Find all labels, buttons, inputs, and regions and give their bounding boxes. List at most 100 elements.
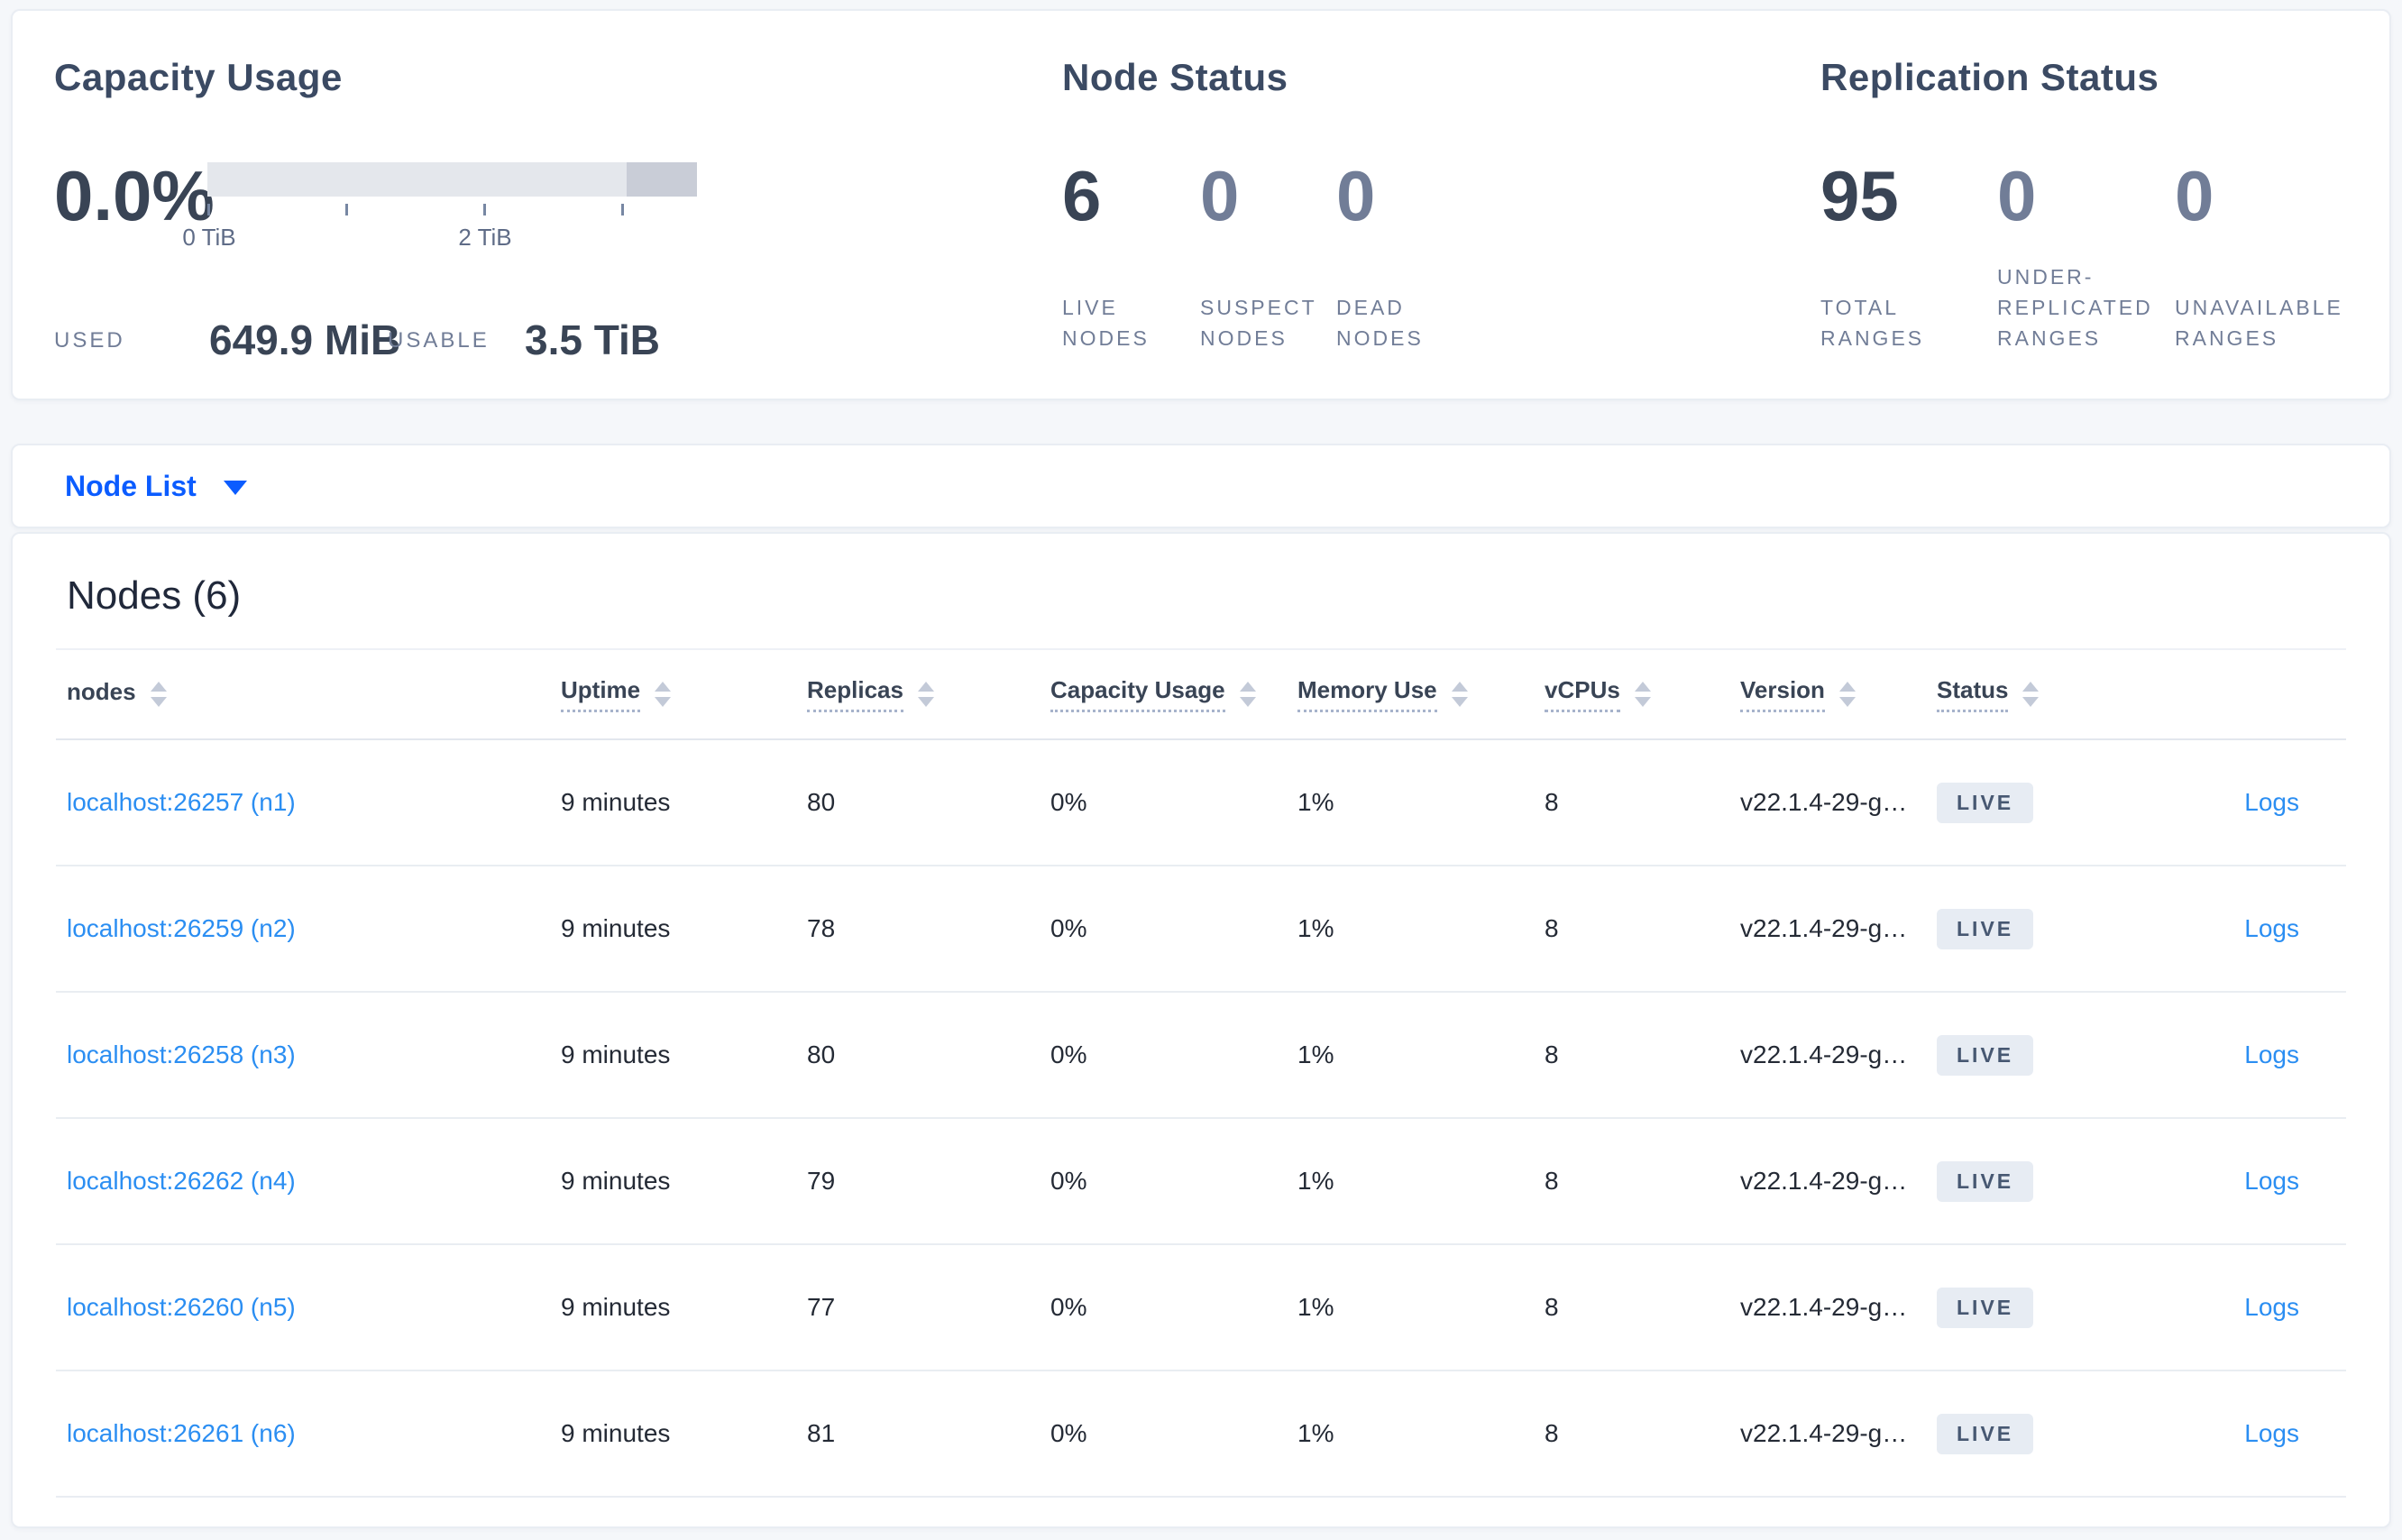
node-link[interactable]: localhost:26260 (n5) [67, 1293, 296, 1321]
nodes-table-card: Nodes (6) nodes Uptime Replicas Capacity… [11, 532, 2391, 1528]
uptime-cell: 9 minutes [561, 1293, 671, 1321]
table-row: localhost:26260 (n5) 9 minutes 77 0% 1% … [56, 1245, 2346, 1371]
replicas-cell: 80 [807, 788, 836, 816]
node-link[interactable]: localhost:26258 (n3) [67, 1040, 296, 1068]
column-header-capacity-usage[interactable]: Capacity Usage [1050, 676, 1297, 712]
status-badge: LIVE [1937, 1034, 2034, 1076]
node-link[interactable]: localhost:26262 (n4) [67, 1167, 296, 1195]
node-link[interactable]: localhost:26257 (n1) [67, 788, 296, 816]
column-header-replicas[interactable]: Replicas [807, 676, 1050, 712]
logs-link[interactable]: Logs [2244, 1167, 2299, 1195]
table-header-row: nodes Uptime Replicas Capacity Usage Mem… [56, 650, 2346, 740]
node-link[interactable]: localhost:26259 (n2) [67, 914, 296, 942]
capacity-cell: 0% [1050, 914, 1087, 942]
replication-status-title: Replication Status [1820, 56, 2159, 98]
capacity-usage-percent: 0.0% [54, 156, 215, 235]
version-cell: v22.1.4-29-g… [1740, 914, 1908, 942]
sort-icon[interactable] [917, 682, 934, 707]
logs-link[interactable]: Logs [2244, 788, 2299, 816]
vcpus-cell: 8 [1545, 1167, 1559, 1195]
logs-link[interactable]: Logs [2244, 914, 2299, 942]
status-badge: LIVE [1937, 1287, 2034, 1328]
memory-cell: 1% [1297, 1419, 1334, 1447]
capacity-axis-label-2: 2 TiB [458, 224, 512, 251]
vcpus-cell: 8 [1545, 914, 1559, 942]
used-value: 649.9 MiB [209, 316, 401, 363]
sort-icon[interactable] [1634, 682, 1651, 707]
sort-icon[interactable] [1451, 682, 1468, 707]
summary-card: Capacity Usage 0.0% 0 TiB 2 TiB USED 649… [11, 9, 2391, 400]
logs-link[interactable]: Logs [2244, 1293, 2299, 1321]
status-badge: LIVE [1937, 1160, 2034, 1202]
usable-value: 3.5 TiB [525, 316, 660, 363]
sort-icon[interactable] [1838, 682, 1856, 707]
dead-nodes-label: DEAD NODES [1336, 296, 1424, 350]
logs-link[interactable]: Logs [2244, 1040, 2299, 1068]
column-header-version[interactable]: Version [1740, 676, 1937, 712]
sort-icon[interactable] [655, 682, 672, 707]
nodes-table-title: Nodes (6) [67, 573, 242, 618]
capacity-axis-tick [345, 204, 348, 215]
memory-cell: 1% [1297, 788, 1334, 816]
chevron-down-icon [223, 481, 247, 495]
logs-link[interactable]: Logs [2244, 1419, 2299, 1447]
replicas-cell: 81 [807, 1419, 836, 1447]
version-cell: v22.1.4-29-g… [1740, 788, 1908, 816]
uptime-cell: 9 minutes [561, 1040, 671, 1068]
uptime-cell: 9 minutes [561, 788, 671, 816]
node-list-card: Node List [11, 444, 2391, 528]
sort-icon[interactable] [150, 682, 167, 707]
capacity-cell: 0% [1050, 788, 1087, 816]
memory-cell: 1% [1297, 1167, 1334, 1195]
uptime-cell: 9 minutes [561, 1419, 671, 1447]
uptime-cell: 9 minutes [561, 1167, 671, 1195]
column-header-memory-use[interactable]: Memory Use [1297, 676, 1545, 712]
column-header-nodes[interactable]: nodes [67, 678, 561, 711]
live-nodes-label: LIVE NODES [1062, 296, 1150, 350]
node-list-dropdown-label: Node List [65, 469, 197, 502]
node-list-dropdown[interactable]: Node List [65, 470, 247, 503]
sort-icon[interactable] [1239, 682, 1256, 707]
replicas-cell: 79 [807, 1167, 836, 1195]
capacity-bar-dark-segment [627, 162, 697, 197]
version-cell: v22.1.4-29-g… [1740, 1167, 1908, 1195]
capacity-axis-tick [621, 204, 624, 215]
column-header-vcpus[interactable]: vCPUs [1545, 676, 1740, 712]
capacity-bar-chart [207, 162, 697, 197]
node-link[interactable]: localhost:26261 (n6) [67, 1419, 296, 1447]
uptime-cell: 9 minutes [561, 914, 671, 942]
unavailable-label: UNAVAILABLE RANGES [2175, 296, 2343, 350]
used-label: USED [54, 328, 125, 353]
column-header-status[interactable]: Status [1937, 676, 2162, 712]
capacity-cell: 0% [1050, 1040, 1087, 1068]
version-cell: v22.1.4-29-g… [1740, 1293, 1908, 1321]
table-row: localhost:26261 (n6) 9 minutes 81 0% 1% … [56, 1371, 2346, 1498]
table-row: localhost:26259 (n2) 9 minutes 78 0% 1% … [56, 866, 2346, 993]
memory-cell: 1% [1297, 1293, 1334, 1321]
memory-cell: 1% [1297, 1040, 1334, 1068]
vcpus-cell: 8 [1545, 1293, 1559, 1321]
suspect-nodes-label: SUSPECT NODES [1200, 296, 1317, 350]
version-cell: v22.1.4-29-g… [1740, 1419, 1908, 1447]
version-cell: v22.1.4-29-g… [1740, 1040, 1908, 1068]
unavailable-count: 0 [2175, 156, 2214, 235]
live-nodes-count: 6 [1062, 156, 1102, 235]
capacity-cell: 0% [1050, 1167, 1087, 1195]
capacity-cell: 0% [1050, 1419, 1087, 1447]
table-row: localhost:26262 (n4) 9 minutes 79 0% 1% … [56, 1119, 2346, 1245]
replicas-cell: 77 [807, 1293, 836, 1321]
table-row: localhost:26257 (n1) 9 minutes 80 0% 1% … [56, 740, 2346, 866]
capacity-axis-tick [483, 204, 486, 215]
node-status-title: Node Status [1062, 56, 1288, 98]
usable-label: USABLE [388, 328, 490, 353]
sort-icon[interactable] [2022, 682, 2040, 707]
status-badge: LIVE [1937, 1413, 2034, 1454]
column-header-uptime[interactable]: Uptime [561, 676, 807, 712]
capacity-usage-detail-row: USED 649.9 MiB USABLE 3.5 TiB [13, 316, 2389, 363]
vcpus-cell: 8 [1545, 1040, 1559, 1068]
total-ranges-count: 95 [1820, 156, 1899, 235]
suspect-nodes-count: 0 [1200, 156, 1240, 235]
total-ranges-label: TOTAL RANGES [1820, 296, 1925, 350]
vcpus-cell: 8 [1545, 1419, 1559, 1447]
replicas-cell: 78 [807, 914, 836, 942]
